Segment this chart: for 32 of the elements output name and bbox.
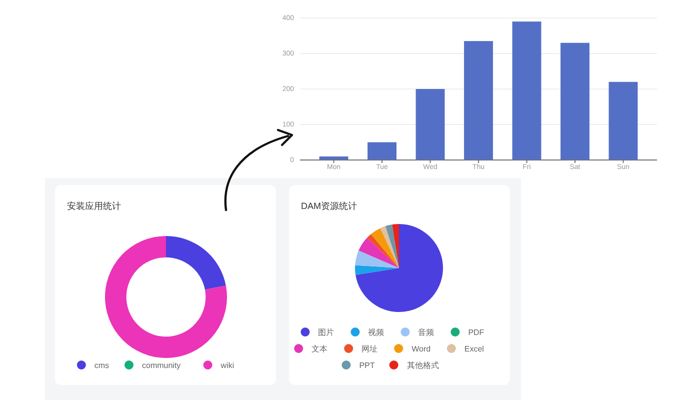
legend-label: 图片 xyxy=(318,328,334,337)
pie-slice xyxy=(385,224,399,268)
pie-slice xyxy=(370,228,399,268)
legend-label: 其他格式 xyxy=(406,360,439,370)
bar xyxy=(416,89,445,160)
pie-slice xyxy=(356,224,443,312)
legend-label: community xyxy=(142,360,181,370)
bar xyxy=(368,142,396,160)
bar xyxy=(464,41,493,160)
bar xyxy=(560,42,590,160)
legend-label: Excel xyxy=(464,344,484,354)
donut-slice xyxy=(166,236,226,290)
chart-title: DAM资源统计 xyxy=(301,201,357,211)
legend-label: 网址 xyxy=(362,344,378,354)
legend-label: 文本 xyxy=(312,344,328,354)
legend-label: 音频 xyxy=(418,328,434,337)
legend-label: Word xyxy=(412,344,431,354)
pie-slice xyxy=(355,250,399,268)
pie-slice xyxy=(355,265,399,275)
pie-slice xyxy=(358,238,399,268)
pie-slice xyxy=(366,234,399,268)
legend-label: 视频 xyxy=(368,328,384,337)
legend-label: PPT xyxy=(359,360,375,370)
legend-label: wiki xyxy=(220,360,234,370)
chart-title: 安装应用统计 xyxy=(67,201,121,211)
bar xyxy=(608,82,638,160)
donut-slice xyxy=(105,236,227,358)
legend-label: PDF xyxy=(468,328,484,337)
pie-slice xyxy=(392,224,399,268)
pie-slice xyxy=(380,226,399,268)
bar xyxy=(512,22,542,160)
legend-label: cms xyxy=(94,360,110,370)
